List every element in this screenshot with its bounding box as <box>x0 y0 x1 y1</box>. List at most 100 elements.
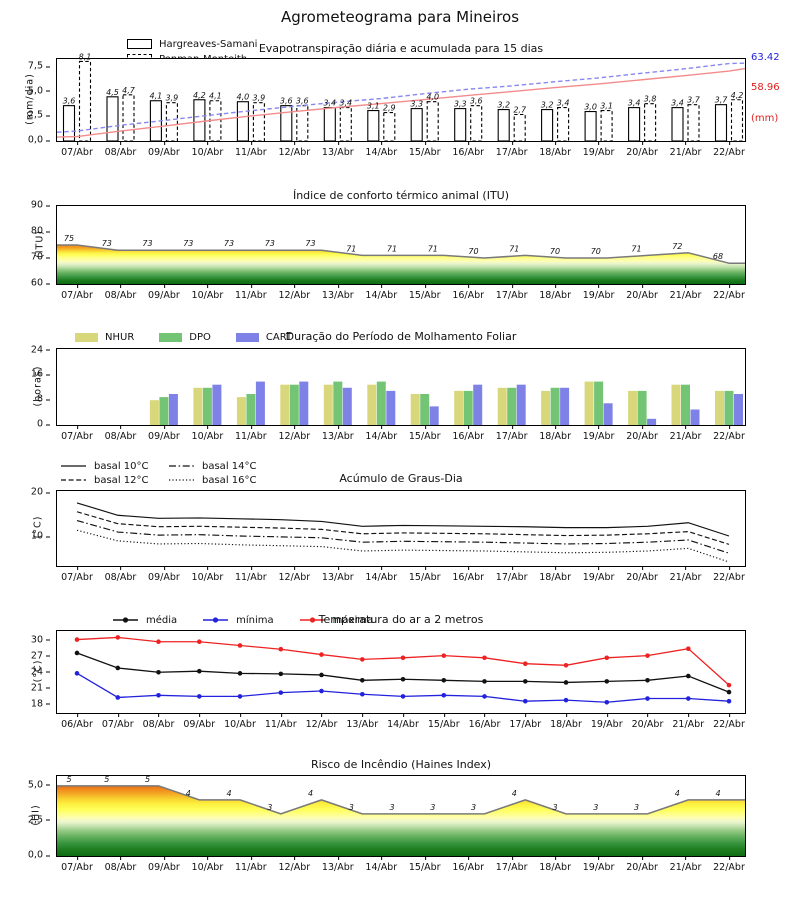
x-tick-label: 12/Abr <box>278 141 310 158</box>
y-ticks-leaf-wetness: 0 8 16 24 <box>0 344 52 430</box>
svg-text:70: 70 <box>550 247 560 256</box>
svg-text:4,1: 4,1 <box>209 92 222 101</box>
legend-hargreaves: Hargreaves-Samani <box>127 38 257 50</box>
svg-text:3,3: 3,3 <box>454 100 467 109</box>
svg-text:3,9: 3,9 <box>253 94 266 103</box>
x-tick-label: 14/Abr <box>365 284 397 301</box>
x-tick-label: 17/Abr <box>496 566 528 583</box>
x-tick-label: 20/Abr <box>632 713 663 730</box>
x-tick-label: 16/Abr <box>469 713 500 730</box>
legend-air-temperature: média mínima máxima <box>112 614 391 626</box>
x-tick-label: 11/Abr <box>235 856 267 873</box>
y-tick-label: 0 <box>0 419 52 430</box>
x-tick-label: 12/Abr <box>306 713 337 730</box>
air-temperature-plotbox <box>56 630 746 714</box>
svg-text:3,2: 3,2 <box>497 101 510 110</box>
itu-value-labels: 75 73 73 73 73 73 73 71 71 71 70 71 70 70 71 72 68 <box>64 234 723 261</box>
legend-label-basal-12: basal 12°C <box>94 474 149 486</box>
legend-media: média <box>112 615 177 626</box>
degree-days-dashed-line <box>76 511 730 545</box>
x-tick-label: 13/Abr <box>346 713 378 730</box>
basal-10-line-glyph <box>61 465 86 467</box>
nhur-bars <box>149 381 724 425</box>
y-tick-label: 30 <box>0 634 52 645</box>
y-tick-label: 2,5 <box>0 814 52 825</box>
svg-text:3,6: 3,6 <box>280 97 293 106</box>
x-tick-label: 07/Abr <box>61 141 93 158</box>
svg-text:3,4: 3,4 <box>557 99 570 108</box>
leaf-wetness-plotbox <box>56 348 746 426</box>
x-tick-label: 22/Abr <box>713 425 745 442</box>
x-tick-label: 12/Abr <box>278 566 310 583</box>
x-tick-label: 13/Abr <box>322 141 354 158</box>
svg-text:72: 72 <box>672 242 682 251</box>
itu-plot: 75 73 73 73 73 73 73 71 71 71 70 71 70 70 71 72 68 <box>57 234 745 284</box>
media-line-glyph <box>113 617 138 623</box>
x-ticks-itu: 07/Abr 08/Abr 09/Abr 10/Abr 11/Abr 12/Abr 13/A… <box>57 284 745 301</box>
x-tick-label: 08/Abr <box>105 566 136 583</box>
y-tick-label: 24 <box>0 666 52 677</box>
x-tick-label: 13/Abr <box>322 566 354 583</box>
legend-label-minima: mínima <box>236 614 274 626</box>
x-tick-label: 16/Abr <box>452 566 484 583</box>
svg-text:3: 3 <box>430 803 435 812</box>
svg-text:4: 4 <box>512 789 517 798</box>
leaf-wetness-plot <box>149 381 743 425</box>
svg-text:4,2: 4,2 <box>193 91 206 100</box>
x-tick-label: 11/Abr <box>265 713 297 730</box>
x-tick-label: 15/Abr <box>409 141 441 158</box>
svg-text:3,7: 3,7 <box>687 96 701 105</box>
x-tick-label: 14/Abr <box>365 141 397 158</box>
fire-risk-plot: 5 5 5 4 4 3 4 3 3 3 3 4 3 3 3 4 4 <box>57 775 745 856</box>
y-tick-label: 60 <box>0 278 52 289</box>
svg-text:3,7: 3,7 <box>715 96 729 105</box>
svg-text:2,7: 2,7 <box>513 106 527 115</box>
y-ticks-fire-risk: 0,0 2,5 5,0 <box>0 775 52 861</box>
y-tick-label: 5,0 <box>0 779 52 790</box>
x-tick-label: 15/Abr <box>428 713 460 730</box>
y-tick-label: 90 <box>0 200 52 211</box>
x-tick-label: 11/Abr <box>235 566 267 583</box>
x-tick-label: 10/Abr <box>192 284 223 301</box>
x-tick-label: 09/Abr <box>148 284 180 301</box>
svg-text:3,6: 3,6 <box>63 97 76 106</box>
temperature-média-series <box>74 650 732 695</box>
x-tick-label: 10/Abr <box>192 856 223 873</box>
svg-text:70: 70 <box>591 247 601 256</box>
svg-text:4: 4 <box>715 789 720 798</box>
x-tick-label: 08/Abr <box>105 284 136 301</box>
itu-plotbox: 75 73 73 73 73 73 73 71 71 71 70 71 70 70 71 72 68 <box>56 205 746 285</box>
chart-title-fire-risk: Risco de Incêndio (Haines Index) <box>310 758 492 771</box>
x-tick-label: 09/Abr <box>148 141 180 158</box>
degree-days-plot <box>76 502 730 563</box>
x-tick-label: 19/Abr <box>583 425 614 442</box>
svg-text:3: 3 <box>349 803 354 812</box>
svg-text:5: 5 <box>145 775 150 784</box>
svg-text:3,4: 3,4 <box>323 99 336 108</box>
svg-text:3,3: 3,3 <box>410 100 423 109</box>
svg-text:8,1: 8,1 <box>79 53 92 62</box>
basal-16-line-glyph <box>169 479 194 481</box>
x-tick-label: 07/Abr <box>61 566 93 583</box>
svg-text:71: 71 <box>428 244 438 253</box>
y-tick-label: 20 <box>0 487 52 498</box>
legend-cart: CART <box>235 332 292 343</box>
degree-days-dashdot-line <box>76 520 730 554</box>
y-tick-label: 18 <box>0 698 52 709</box>
svg-text:3,0: 3,0 <box>584 103 597 112</box>
itu-area <box>57 245 745 284</box>
svg-text:4,0: 4,0 <box>237 93 250 102</box>
temperature-mínima-series <box>74 671 732 705</box>
nhur-swatch <box>75 332 98 342</box>
evapo-bars <box>62 60 744 142</box>
x-tick-label: 19/Abr <box>583 284 614 301</box>
x-tick-label: 17/Abr <box>496 284 528 301</box>
svg-text:3,1: 3,1 <box>367 102 380 111</box>
x-tick-label: 12/Abr <box>278 856 310 873</box>
x-tick-label: 20/Abr <box>626 425 658 442</box>
y-tick-label: 10 <box>0 531 52 542</box>
svg-text:4,0: 4,0 <box>426 93 439 102</box>
x-tick-label: 12/Abr <box>278 425 310 442</box>
legend-label-maxima: máxima <box>332 614 374 626</box>
